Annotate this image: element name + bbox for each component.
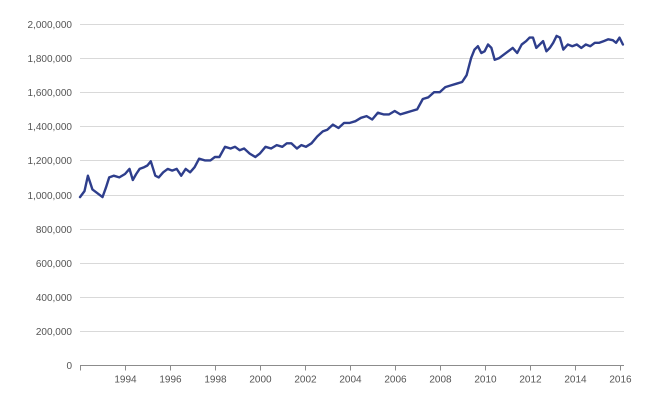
x-tick-label: 2010 bbox=[474, 375, 497, 386]
x-tick-label: 2014 bbox=[564, 375, 587, 386]
x-tick-label: 2002 bbox=[294, 375, 317, 386]
x-tick-label: 1998 bbox=[204, 375, 227, 386]
x-tick-label: 2000 bbox=[249, 375, 272, 386]
x-tick-label: 2004 bbox=[339, 375, 362, 386]
x-tick-label: 1994 bbox=[114, 375, 137, 386]
x-tick-label: 2016 bbox=[609, 375, 632, 386]
y-tick-label: 1,200,000 bbox=[28, 156, 73, 167]
y-tick-label: 1,000,000 bbox=[28, 191, 73, 202]
x-tick-label: 2008 bbox=[429, 375, 452, 386]
y-tick-label: 0 bbox=[66, 361, 72, 372]
x-axis: 1994 1996 1998 2000 2002 2004 2006 2008 2010 2012… bbox=[80, 365, 632, 386]
y-tick-label: 1,800,000 bbox=[28, 54, 73, 65]
y-tick-label: 1,600,000 bbox=[28, 88, 73, 99]
y-tick-label: 800,000 bbox=[36, 225, 73, 236]
series-line bbox=[78, 34, 625, 199]
y-tick-label: 200,000 bbox=[36, 327, 73, 338]
series-layer bbox=[78, 34, 625, 199]
y-axis-tick-labels: 0 200,000 400,000 600,000 800,000 1,000,000 1,… bbox=[28, 20, 73, 372]
y-tick-label: 400,000 bbox=[36, 293, 73, 304]
x-tick-label: 2006 bbox=[384, 375, 407, 386]
y-tick-label: 600,000 bbox=[36, 259, 73, 270]
x-tick-label: 1996 bbox=[159, 375, 182, 386]
y-tick-label: 2,000,000 bbox=[28, 20, 73, 31]
y-tick-label: 1,400,000 bbox=[28, 122, 73, 133]
x-tick-label: 2012 bbox=[519, 375, 542, 386]
grid-lines bbox=[80, 24, 624, 332]
